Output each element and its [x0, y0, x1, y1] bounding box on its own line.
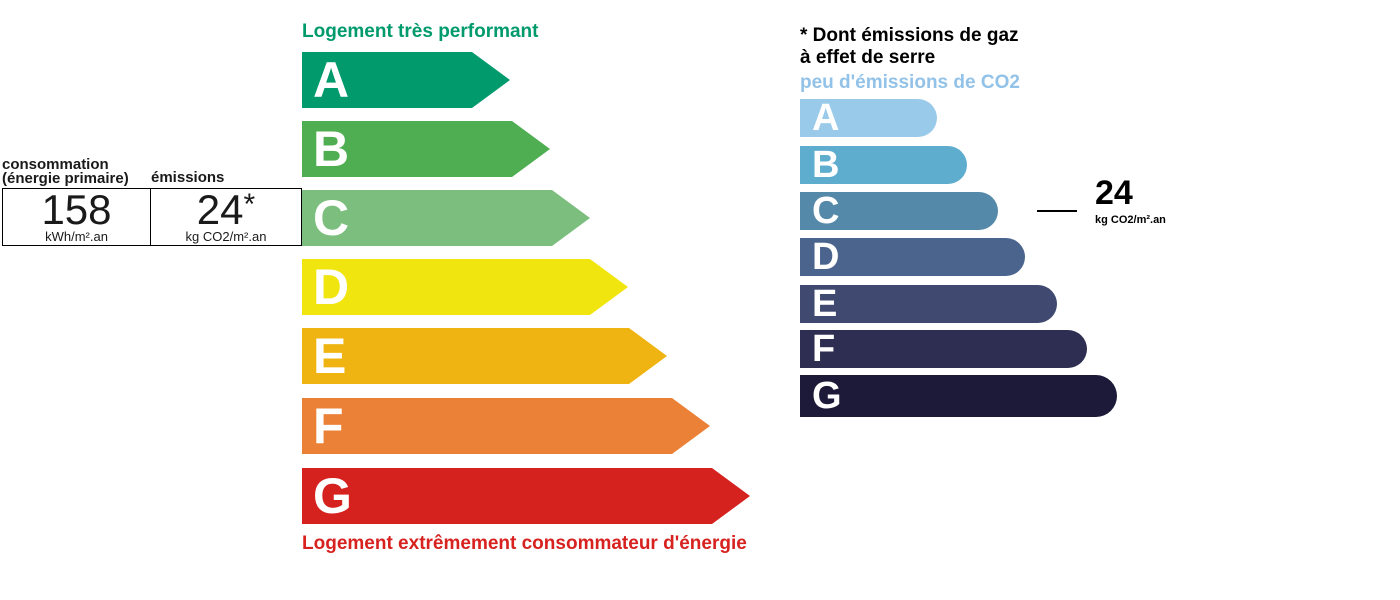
energy-class-arrow-tip	[512, 121, 550, 177]
energy-class-c: C	[302, 190, 590, 246]
energy-class-arrow-tip	[629, 328, 667, 384]
co2-indicator-unit: kg CO2/m².an	[1095, 214, 1166, 226]
energy-class-letter: E	[313, 328, 347, 384]
energy-class-e: E	[302, 328, 667, 384]
consumption-label-line2: (énergie primaire)	[2, 170, 129, 187]
emission-unit: kg CO2/m².an	[185, 229, 267, 244]
co2-class-b: B	[800, 146, 967, 184]
energy-class-letter: C	[313, 190, 350, 246]
co2-class-g: G	[800, 375, 1117, 417]
energy-class-bar: D	[302, 259, 590, 315]
emission-asterisk: *	[243, 188, 256, 221]
co2-class-letter: F	[812, 328, 836, 370]
consumption-label-line1: consommation	[2, 156, 109, 173]
co2-indicator-line	[1037, 210, 1077, 212]
energy-class-a: A	[302, 52, 510, 108]
energy-class-bar: A	[302, 52, 472, 108]
energy-class-bar: B	[302, 121, 512, 177]
co2-indicator-value: 24	[1095, 174, 1133, 212]
co2-class-letter: A	[812, 97, 840, 139]
consumption-unit: kWh/m².an	[45, 229, 108, 244]
energy-scale-footer: Logement extrêmement consommateur d'éner…	[302, 533, 747, 554]
energy-class-arrow-tip	[672, 398, 710, 454]
energy-class-bar: E	[302, 328, 629, 384]
consumption-label: consommation (énergie primaire)	[2, 156, 151, 187]
co2-class-letter: G	[812, 375, 842, 417]
energy-class-b: B	[302, 121, 550, 177]
co2-class-c: C	[800, 192, 998, 230]
emission-cell: 24* kg CO2/m².an	[151, 189, 301, 245]
co2-class-letter: D	[812, 236, 840, 278]
energy-class-bar: G	[302, 468, 712, 524]
energy-class-letter: F	[313, 398, 344, 454]
energy-class-bar: F	[302, 398, 672, 454]
co2-class-letter: C	[812, 190, 840, 232]
energy-class-arrow-tip	[590, 259, 628, 315]
energy-class-letter: D	[313, 259, 350, 315]
energy-class-arrow-tip	[712, 468, 750, 524]
co2-header-line1: * Dont émissions de gaz	[800, 25, 1019, 46]
co2-class-d: D	[800, 238, 1025, 276]
energy-class-bar: C	[302, 190, 552, 246]
energy-class-f: F	[302, 398, 710, 454]
consumption-cell: 158 kWh/m².an	[3, 189, 151, 245]
co2-header-line2: à effet de serre	[800, 47, 936, 68]
co2-class-e: E	[800, 285, 1057, 323]
energy-class-letter: B	[313, 121, 350, 177]
co2-class-letter: B	[812, 144, 840, 186]
emissions-label: émissions	[151, 169, 225, 186]
co2-header: * Dont émissions de gaz à effet de serre	[800, 25, 1019, 69]
consumption-value: 158	[41, 186, 112, 233]
energy-class-arrow-tip	[552, 190, 590, 246]
energy-class-letter: A	[313, 52, 350, 108]
energy-scale-title: Logement très performant	[302, 21, 539, 42]
energy-class-letter: G	[313, 468, 352, 524]
emission-value: 24*	[197, 188, 256, 231]
values-box: 158 kWh/m².an 24* kg CO2/m².an	[2, 188, 302, 246]
energy-class-d: D	[302, 259, 628, 315]
values-labels: consommation (énergie primaire) émission…	[2, 152, 302, 186]
co2-class-letter: E	[812, 283, 838, 325]
co2-class-f: F	[800, 330, 1087, 368]
co2-class-a: A	[800, 99, 937, 137]
energy-class-arrow-tip	[472, 52, 510, 108]
energy-class-g: G	[302, 468, 750, 524]
emission-number: 24	[196, 186, 244, 233]
co2-subtitle: peu d'émissions de CO2	[800, 72, 1020, 93]
